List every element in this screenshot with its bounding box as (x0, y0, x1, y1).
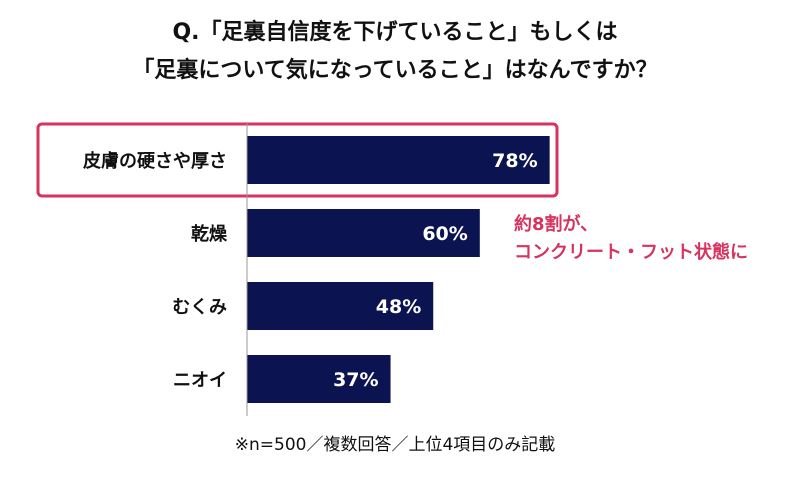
annotation-line-1: 約8割が、 (514, 214, 599, 235)
category-label-1: 皮膚の硬さや厚さ (83, 150, 227, 172)
category-label-4: ニオイ (173, 370, 227, 391)
title-line-1: Q.「足裏自信度を下げていること」もしくは (172, 20, 618, 45)
annotation-line-2: コンクリート・フット状態に (514, 242, 748, 263)
title-line-2: 「足裏について気になっていること」はなんですか？ (132, 58, 658, 83)
category-label-3: むくみ (172, 297, 227, 318)
annotation-callout: 約8割が、 コンクリート・フット状態に (514, 211, 748, 267)
highlight-frame (36, 122, 559, 198)
category-label-2: 乾燥 (191, 223, 228, 245)
value-label-3: 48% (376, 296, 421, 318)
value-label-1: 78% (492, 150, 537, 172)
bar-4 (247, 355, 391, 403)
value-label-2: 60% (422, 223, 467, 245)
bar-1 (247, 136, 550, 184)
chart-title: Q.「足裏自信度を下げていること」もしくは 「足裏について気になっていること」は… (0, 14, 790, 90)
footnote: ※n=500／複数回答／上位4項目のみ記載 (234, 435, 556, 455)
bar-2 (247, 209, 480, 257)
value-label-4: 37% (333, 369, 378, 391)
bar-3 (247, 282, 434, 330)
